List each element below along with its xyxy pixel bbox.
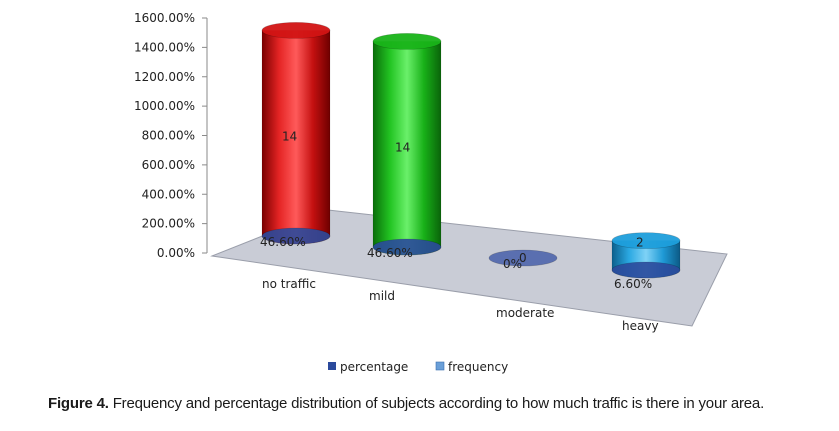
bar-percentage-mild bbox=[372, 238, 442, 256]
bar-top-no-traffic bbox=[261, 22, 331, 39]
y-tick-label: 1600.00% bbox=[134, 11, 195, 25]
y-tick-label: 400.00% bbox=[142, 187, 195, 201]
legend-swatch-frequency bbox=[435, 361, 445, 371]
caption-label: Figure 4. bbox=[48, 395, 109, 412]
bar-top-mild bbox=[372, 33, 442, 50]
legend-swatch-percentage bbox=[328, 362, 336, 370]
data-label-percentage: 0% bbox=[503, 257, 522, 271]
y-tick-label: 200.00% bbox=[142, 217, 195, 231]
x-category-label: moderate bbox=[496, 306, 554, 320]
bar-top-heavy bbox=[611, 232, 681, 249]
data-label-percentage: 46.60% bbox=[367, 246, 413, 260]
bar-percentage-heavy bbox=[611, 261, 681, 279]
y-tick-label: 1000.00% bbox=[134, 99, 195, 113]
legend-label-percentage: percentage bbox=[340, 360, 408, 374]
data-label-frequency: 14 bbox=[395, 140, 410, 154]
data-label-frequency: 0 bbox=[519, 251, 527, 265]
data-label-frequency: 2 bbox=[636, 236, 644, 250]
y-tick-label: 800.00% bbox=[142, 129, 195, 143]
data-label-frequency: 14 bbox=[282, 129, 297, 143]
x-category-label: heavy bbox=[622, 319, 659, 333]
x-category-label: no traffic bbox=[262, 277, 316, 291]
legend-label-frequency: frequency bbox=[448, 360, 508, 374]
bar-percentage-no-traffic bbox=[261, 227, 331, 245]
figure-caption: Figure 4. Frequency and percentage distr… bbox=[48, 395, 828, 412]
y-tick-label: 600.00% bbox=[142, 158, 195, 172]
bar-percentage-moderate bbox=[488, 249, 558, 267]
caption-text: Frequency and percentage distribution of… bbox=[112, 395, 765, 412]
y-tick-label: 1200.00% bbox=[134, 70, 195, 84]
data-label-percentage: 46.60% bbox=[260, 235, 306, 249]
data-label-percentage: 6.60% bbox=[614, 277, 652, 291]
y-tick-label: 1400.00% bbox=[134, 40, 195, 54]
y-tick-label: 0.00% bbox=[157, 246, 195, 260]
x-category-label: mild bbox=[369, 289, 395, 303]
